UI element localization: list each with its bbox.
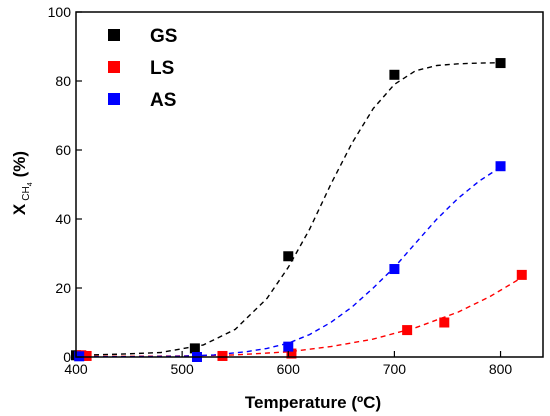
data-point-ls (402, 325, 413, 336)
x-axis-title: Temperature (ºC) (245, 393, 381, 412)
x-tick-label: 400 (64, 361, 88, 377)
y-axis-title-sub: CH (21, 186, 32, 200)
data-point-gs (495, 58, 506, 69)
data-point-ls (217, 350, 228, 361)
fit-curves (75, 62, 523, 358)
x-tick-label: 600 (277, 361, 301, 377)
fit-curve-ls (76, 276, 523, 357)
y-axis-title-unit: (%) (10, 151, 29, 177)
data-point-as (283, 341, 294, 352)
y-tick-label: 20 (55, 280, 71, 296)
y-tick-label: 100 (48, 4, 72, 20)
legend-label-as: AS (150, 90, 176, 111)
legend-label-ls: LS (150, 58, 174, 79)
x-tick-label: 700 (383, 361, 407, 377)
data-markers (71, 58, 527, 362)
legend-swatch-as (108, 93, 120, 105)
data-point-as (495, 161, 506, 172)
y-axis-title: X CH4 (%) (10, 151, 34, 215)
x-tick-label: 800 (489, 361, 513, 377)
y-axis-title-main: X (10, 203, 29, 215)
data-point-gs (189, 343, 200, 354)
legend-label-gs: GS (150, 26, 177, 47)
plot-frame (75, 11, 544, 358)
legend: GS LS AS (108, 26, 177, 111)
y-tick-label: 40 (55, 211, 71, 227)
legend-swatch-gs (108, 29, 120, 41)
y-axis-title-subsub: 4 (27, 182, 34, 186)
data-point-gs (283, 251, 294, 262)
y-tick-label: 60 (55, 142, 71, 158)
data-point-ls (286, 348, 297, 359)
fit-curve-gs (75, 62, 501, 356)
y-tick-label: 80 (55, 73, 71, 89)
data-point-gs (389, 69, 400, 80)
data-point-as (389, 264, 400, 275)
data-point-ls (439, 317, 450, 328)
legend-swatch-ls (108, 61, 120, 73)
axis-ticks: 400 500 600 700 800 0 20 40 60 80 100 (48, 4, 513, 377)
x-tick-label: 500 (170, 361, 194, 377)
data-point-ls (81, 350, 92, 361)
fit-curve-as (76, 166, 501, 358)
data-point-ls (516, 269, 527, 280)
y-tick-label: 0 (63, 349, 71, 365)
